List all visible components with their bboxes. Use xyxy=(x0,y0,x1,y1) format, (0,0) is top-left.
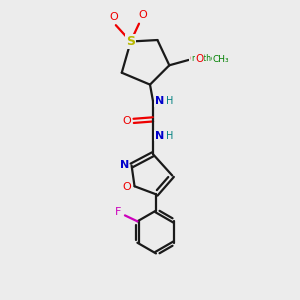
Text: N: N xyxy=(119,160,129,170)
Text: S: S xyxy=(126,35,135,48)
Text: N: N xyxy=(155,131,164,141)
Text: O: O xyxy=(123,116,131,126)
Text: CH₃: CH₃ xyxy=(212,55,229,64)
Text: H: H xyxy=(166,131,173,141)
Text: N: N xyxy=(155,96,164,106)
Text: O: O xyxy=(109,12,118,22)
Text: O: O xyxy=(196,54,204,64)
Text: H: H xyxy=(166,96,173,106)
Text: O: O xyxy=(190,54,198,64)
Text: O: O xyxy=(123,182,131,192)
Text: methoxy: methoxy xyxy=(191,54,225,63)
Text: F: F xyxy=(115,207,122,217)
Text: O: O xyxy=(138,11,147,20)
